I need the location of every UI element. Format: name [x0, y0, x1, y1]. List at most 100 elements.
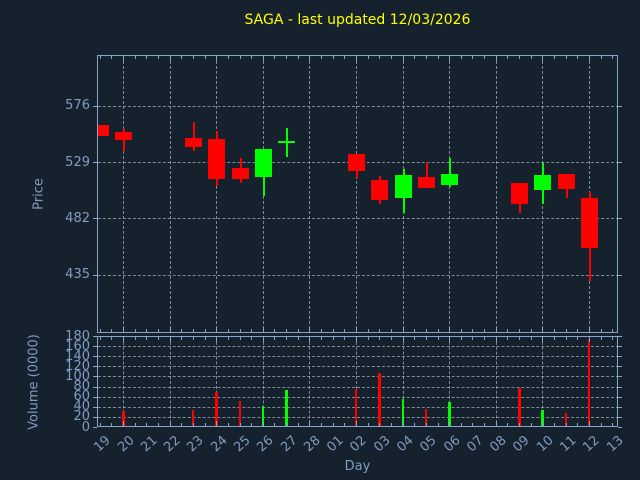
price-grid-hline: [98, 274, 617, 276]
volume-tick-mark: [618, 416, 622, 418]
volume-grid-hline: [98, 346, 617, 348]
candle-body-06: [441, 174, 459, 185]
candle-body-04: [394, 175, 412, 198]
price-tick-mark: [93, 218, 97, 220]
volume-tick-mark: [618, 376, 622, 378]
volume-grid-vline: [355, 337, 357, 426]
price-grid-vline: [449, 56, 451, 332]
price-grid-hline: [98, 105, 617, 107]
x-tick-mark: [519, 329, 521, 332]
x-tick-mark: [379, 56, 381, 59]
x-tick-mark: [332, 423, 334, 426]
price-panel: [97, 55, 618, 333]
price-tick-mark: [93, 162, 97, 164]
x-tick-mark: [530, 56, 532, 59]
x-tick-mark: [600, 56, 602, 59]
volume-tick-label-80: 80: [73, 379, 90, 395]
x-tick-mark: [169, 56, 171, 61]
x-tick-mark: [239, 56, 241, 59]
volume-grid-hline: [98, 386, 617, 388]
x-tick-mark: [123, 327, 125, 332]
x-tick-mark: [192, 423, 194, 426]
x-tick-mark: [379, 337, 381, 340]
x-tick-mark: [379, 329, 381, 332]
x-tick-mark: [495, 56, 497, 61]
price-tick-label-482: 482: [65, 210, 90, 226]
volume-grid-vline: [262, 337, 264, 426]
x-tick-mark: [367, 423, 369, 426]
x-tick-mark: [216, 421, 218, 426]
x-tick-mark: [239, 337, 241, 340]
volume-tick-mark: [618, 427, 622, 428]
x-tick-mark: [460, 56, 462, 59]
volume-grid-vline: [216, 337, 218, 426]
x-tick-mark: [355, 56, 357, 61]
x-tick-mark: [553, 423, 555, 426]
x-tick-mark: [507, 56, 509, 59]
volume-grid-hline: [98, 396, 617, 398]
x-tick-mark: [99, 56, 101, 59]
x-tick-mark: [507, 423, 509, 426]
x-tick-mark: [495, 421, 497, 426]
x-tick-mark: [472, 423, 474, 426]
x-tick-mark: [251, 56, 253, 59]
x-tick-mark: [437, 329, 439, 332]
x-tick-mark: [181, 56, 183, 59]
volume-grid-vline: [449, 337, 451, 426]
x-tick-mark: [274, 56, 276, 59]
x-tick-mark: [600, 329, 602, 332]
x-tick-label-26: 26: [254, 433, 277, 456]
x-tick-mark: [577, 329, 579, 332]
x-tick-mark: [355, 337, 357, 342]
price-grid-vline: [123, 56, 125, 332]
x-tick-mark: [414, 329, 416, 332]
x-tick-mark: [484, 423, 486, 426]
volume-bar-06: [448, 401, 451, 426]
x-tick-mark: [484, 337, 486, 340]
x-tick-mark: [216, 327, 218, 332]
x-tick-mark: [565, 337, 567, 340]
x-tick-mark: [216, 337, 218, 342]
price-tick-mark: [618, 162, 622, 164]
x-tick-label-02: 02: [347, 433, 371, 456]
x-tick-mark: [297, 423, 299, 426]
x-tick-mark: [321, 337, 323, 340]
x-tick-mark: [181, 423, 183, 426]
volume-grid-hline: [98, 376, 617, 378]
x-tick-label-21: 21: [138, 433, 161, 456]
x-tick-mark: [227, 56, 229, 59]
candle-body-24: [208, 139, 226, 180]
x-tick-mark: [495, 337, 497, 342]
x-tick-mark: [414, 56, 416, 59]
x-tick-label-25: 25: [231, 433, 254, 456]
x-tick-mark: [449, 337, 451, 342]
volume-grid-vline: [169, 337, 171, 426]
x-tick-mark: [158, 329, 160, 332]
volume-bar-12: [587, 338, 591, 426]
x-tick-mark: [612, 337, 614, 340]
volume-tick-label-0: 0: [81, 419, 90, 435]
x-tick-mark: [332, 56, 334, 59]
volume-bar-26: [261, 406, 265, 426]
x-tick-mark: [146, 423, 148, 426]
x-tick-mark: [274, 337, 276, 340]
volume-tick-mark: [93, 336, 97, 337]
x-tick-mark: [286, 423, 288, 426]
volume-bar-05: [424, 408, 428, 426]
x-tick-mark: [449, 421, 451, 426]
x-tick-mark: [530, 329, 532, 332]
x-tick-mark: [472, 337, 474, 340]
x-tick-label-24: 24: [207, 433, 231, 456]
x-tick-mark: [204, 329, 206, 332]
x-tick-mark: [297, 329, 299, 332]
price-tick-mark: [618, 274, 622, 276]
x-tick-mark: [274, 423, 276, 426]
x-tick-mark: [286, 56, 288, 59]
x-tick-mark: [134, 337, 136, 340]
x-tick-mark: [262, 421, 264, 426]
price-grid-vline: [495, 56, 497, 332]
price-tick-mark: [93, 105, 97, 107]
candle-wick-05: [425, 161, 428, 189]
x-tick-mark: [542, 56, 544, 61]
volume-grid-vline: [123, 337, 125, 426]
